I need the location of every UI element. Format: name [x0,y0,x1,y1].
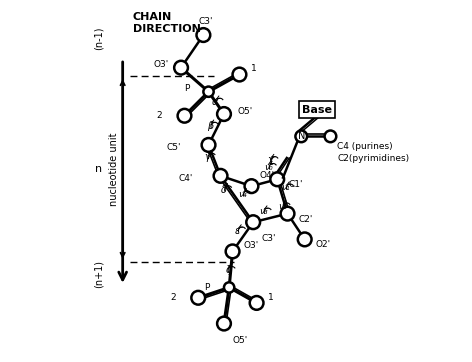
Text: O5': O5' [238,107,253,116]
Text: ν₂: ν₂ [278,202,287,211]
Text: ν₀: ν₀ [264,163,273,172]
Text: γ: γ [205,152,211,162]
Text: δ: δ [221,185,227,195]
Text: O4': O4' [260,171,275,180]
Circle shape [177,109,191,123]
Text: O5': O5' [232,336,247,345]
Text: n: n [95,164,102,174]
Text: 1: 1 [251,64,256,73]
Circle shape [246,215,260,229]
Text: N: N [298,131,306,141]
Circle shape [217,107,231,121]
Text: C3': C3' [199,17,213,26]
Text: O2': O2' [316,240,331,249]
Text: C2(pyrimidines): C2(pyrimidines) [337,154,409,163]
Text: C1': C1' [288,180,303,189]
Circle shape [295,131,307,142]
Circle shape [214,169,228,183]
Circle shape [298,232,312,246]
Text: C4': C4' [178,174,193,183]
Circle shape [233,68,246,81]
Circle shape [174,61,188,75]
Text: O3': O3' [153,60,169,70]
Text: P: P [204,283,210,292]
Circle shape [270,172,284,186]
Circle shape [224,282,234,292]
Text: 1: 1 [268,293,273,302]
Text: ν₄: ν₄ [238,190,247,199]
Text: P: P [184,84,189,93]
Text: ζ: ζ [225,265,230,275]
Text: nucleotide unit: nucleotide unit [109,132,119,206]
Circle shape [217,317,231,331]
Text: β: β [207,121,213,131]
Text: C3': C3' [261,234,276,243]
Text: χ: χ [268,155,273,165]
Text: ε: ε [235,226,240,236]
Circle shape [281,207,295,220]
Text: Base: Base [302,105,332,115]
Circle shape [191,291,205,305]
Text: (n+1): (n+1) [93,260,104,288]
Text: (n-1): (n-1) [93,27,104,50]
Text: 2: 2 [157,111,162,120]
Circle shape [203,87,214,97]
Text: C2': C2' [299,215,313,224]
Text: C4 (purines): C4 (purines) [337,142,393,151]
Text: α: α [212,97,219,107]
Text: 2: 2 [170,293,176,302]
Circle shape [196,28,210,42]
Circle shape [250,296,263,310]
Text: ν₃: ν₃ [259,207,268,216]
Circle shape [325,131,336,142]
FancyBboxPatch shape [298,101,335,118]
Circle shape [226,245,239,258]
Text: C5': C5' [166,143,181,152]
Text: O3': O3' [244,241,259,251]
Text: CHAIN
DIRECTION: CHAIN DIRECTION [133,12,201,34]
Circle shape [244,179,258,193]
Circle shape [202,138,215,152]
Text: ν₁: ν₁ [281,184,290,192]
